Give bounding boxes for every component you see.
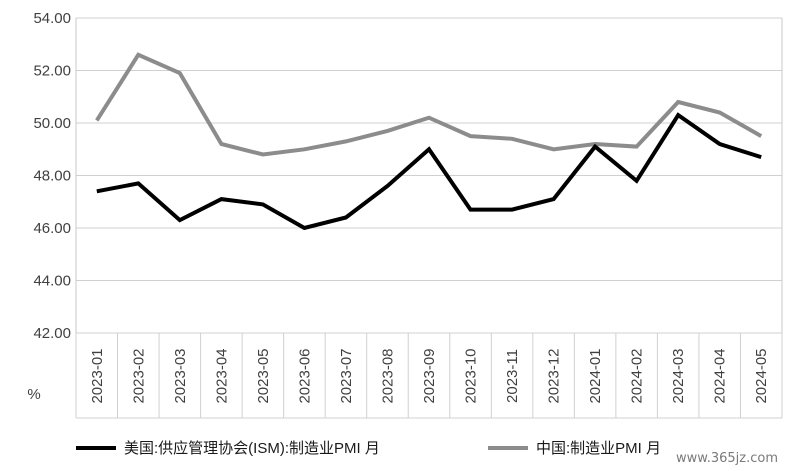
- gridlines: [75, 17, 783, 419]
- y-axis-ticks: 42.00 44.00 46.00 48.00 50.00 52.00 54.00: [33, 10, 71, 342]
- y-tick-label: 48.00: [33, 168, 71, 185]
- y-tick-label: 44.00: [33, 273, 71, 290]
- x-tick-label: 2024-04: [712, 348, 729, 403]
- series-line-china-pmi: [95, 52, 763, 157]
- x-tick-label: 2023-02: [130, 348, 147, 403]
- legend-label: 美国:供应管理协会(ISM):制造业PMI 月: [124, 439, 380, 457]
- legend: 美国:供应管理协会(ISM):制造业PMI 月 中国:制造业PMI 月: [76, 439, 661, 457]
- y-tick-label: 50.00: [33, 115, 71, 132]
- y-tick-label: 46.00: [33, 220, 71, 237]
- y-tick-label: 52.00: [33, 63, 71, 80]
- x-tick-label: 2023-10: [463, 348, 480, 403]
- watermark: www.365jz.com: [672, 450, 782, 467]
- x-tick-label: 2024-01: [587, 348, 604, 403]
- x-tick-label: 2023-11: [504, 349, 521, 403]
- legend-label: 中国:制造业PMI 月: [536, 440, 661, 457]
- x-tick-label: 2024-05: [753, 348, 770, 403]
- x-tick-label: 2024-03: [670, 348, 687, 403]
- y-axis-unit-label: %: [27, 386, 40, 403]
- x-tick-label: 2023-04: [213, 348, 230, 403]
- y-tick-label: 54.00: [33, 10, 71, 27]
- series-line-us-ism-pmi: [96, 112, 762, 231]
- x-tick-label: 2023-05: [255, 348, 272, 403]
- x-tick-label: 2023-07: [338, 348, 355, 403]
- x-tick-label: 2023-12: [546, 348, 563, 403]
- series-lines: [95, 52, 763, 231]
- x-tick-label: 2023-09: [421, 348, 438, 403]
- x-tick-label: 2023-06: [296, 348, 313, 403]
- x-tick-label: 2023-08: [379, 348, 396, 403]
- x-tick-label: 2023-03: [172, 348, 189, 403]
- x-tick-label: 2024-02: [629, 348, 646, 403]
- x-tick-label: 2023-01: [89, 348, 106, 403]
- y-tick-label: 42.00: [33, 325, 71, 342]
- x-axis-ticks: 2023-01 2023-02 2023-03 2023-04 2023-05 2023-…: [89, 348, 770, 403]
